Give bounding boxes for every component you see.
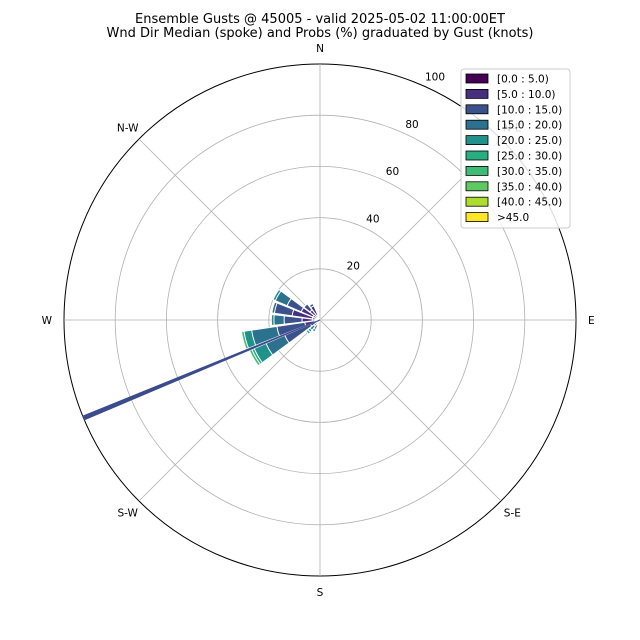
radial-tick-labels: 20 40 60 80 100 <box>347 71 445 272</box>
median-spoke <box>82 319 321 421</box>
legend-entry: [20.0 : 25.0) <box>497 135 562 147</box>
direction-label-s-e: S-E <box>504 507 521 519</box>
legend-entry: [15.0 : 20.0) <box>497 120 562 132</box>
legend: [0.0 : 5.0) [5.0 : 10.0) [10.0 : 15.0) [15.… <box>460 68 571 229</box>
wind-sectors <box>241 288 321 367</box>
direction-label-w: W <box>42 315 53 327</box>
chart-title: Ensemble Gusts @ 45005 - valid 2025-05-0… <box>135 12 505 27</box>
legend-swatch <box>465 212 489 223</box>
grid-spoke <box>138 138 321 321</box>
legend-swatch <box>465 104 489 115</box>
legend-swatch <box>465 150 489 161</box>
direction-label-s: S <box>317 587 324 599</box>
chart-subtitle: Wnd Dir Median (spoke) and Probs (%) gra… <box>107 26 534 41</box>
sector-255 <box>241 319 321 350</box>
radial-tick-label: 40 <box>366 213 379 225</box>
legend-swatch <box>465 73 489 84</box>
sector-300 <box>272 288 321 321</box>
legend-swatch <box>465 135 489 146</box>
legend-entry: >45.0 <box>497 212 529 224</box>
legend-swatch <box>465 181 489 192</box>
legend-entry: [35.0 : 40.0) <box>497 181 562 193</box>
legend-swatch <box>465 89 489 99</box>
direction-label-n: N <box>316 43 324 55</box>
grid-spoke <box>138 319 321 502</box>
legend-swatch <box>465 196 489 207</box>
radial-tick-label: 60 <box>386 166 399 178</box>
sector-270 <box>270 313 321 327</box>
grid-spoke <box>319 319 502 502</box>
legend-entry: [0.0 : 5.0) <box>497 74 549 86</box>
legend-entry: [40.0 : 45.0) <box>497 197 562 209</box>
radial-tick-label: 80 <box>405 119 418 131</box>
legend-swatch <box>465 165 489 176</box>
direction-label-n-w: N-W <box>117 123 139 135</box>
radial-tick-label: 100 <box>425 71 445 83</box>
median-direction-spoke <box>82 319 321 421</box>
legend-entry: [30.0 : 35.0) <box>497 166 562 178</box>
direction-label-s-w: S-W <box>117 507 138 519</box>
radial-tick-label: 20 <box>347 261 360 273</box>
legend-swatch <box>465 119 489 130</box>
sector-330 <box>308 302 321 321</box>
polar-grid <box>63 63 577 577</box>
sector-bar <box>273 314 285 326</box>
direction-label-e: E <box>588 315 595 327</box>
legend-entry: [10.0 : 15.0) <box>497 104 562 116</box>
legend-entry: [5.0 : 10.0) <box>497 89 555 101</box>
legend-entry: [25.0 : 30.0) <box>497 151 562 163</box>
